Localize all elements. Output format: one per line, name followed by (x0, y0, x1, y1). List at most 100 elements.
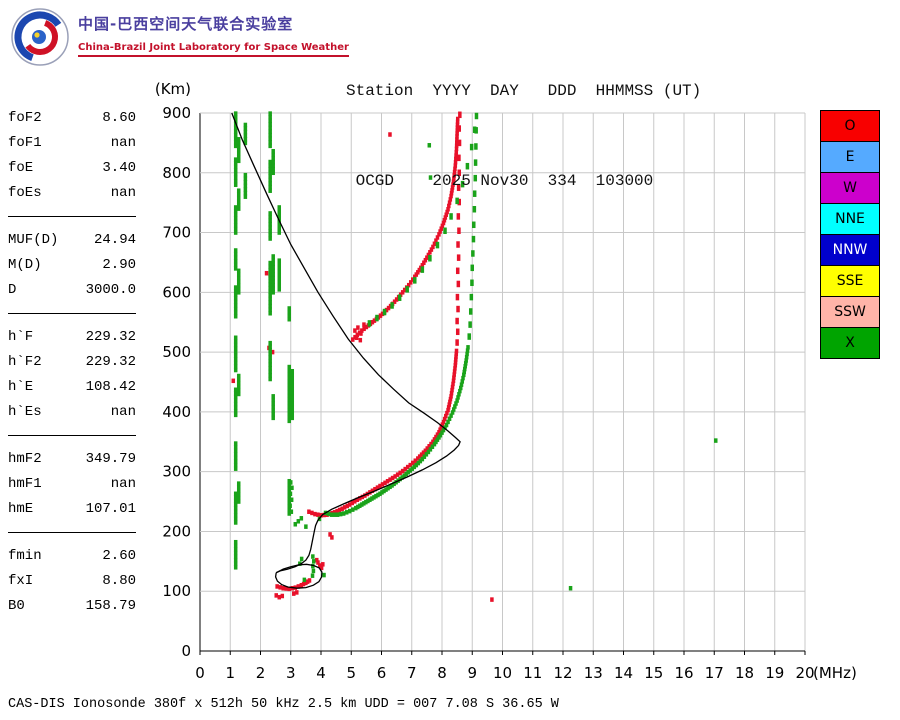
parameter-label: fmin (8, 548, 42, 564)
x-tick-label: 6 (377, 664, 387, 682)
x-tick-label: 12 (553, 664, 572, 682)
parameter-group: foF2 8.60 foF1 nan foE 3.40 foEs nan (8, 106, 136, 217)
x-tick-label: 15 (644, 664, 663, 682)
x-tick-label: 14 (614, 664, 633, 682)
parameter-row: hmF1 nan (8, 472, 136, 497)
y-tick-label: 900 (162, 104, 191, 122)
x-tick-label: 19 (765, 664, 784, 682)
lab-title-block: 中国-巴西空间天气联合实验室 China-Brazil Joint Labora… (78, 13, 349, 57)
parameter-label: M(D) (8, 257, 42, 273)
parameter-row: h`F 229.32 (8, 325, 136, 350)
x-tick-label: 8 (437, 664, 447, 682)
parameter-label: foE (8, 160, 34, 176)
parameter-value: 349.79 (85, 451, 136, 467)
legend-item-o: O (820, 110, 880, 142)
station-info: Station YYYY DAY DDD HHMMSS (UT) OCGD 20… (346, 16, 701, 256)
x-tick-label: 10 (493, 664, 512, 682)
x-tick-label: 20 (795, 664, 814, 682)
parameter-label: hmF1 (8, 476, 42, 492)
y-tick-label: 400 (162, 403, 191, 421)
parameter-row: fmin 2.60 (8, 544, 136, 569)
parameter-value: 3.40 (102, 160, 136, 176)
x-tick-label: 13 (584, 664, 603, 682)
parameter-value: 229.32 (85, 354, 136, 370)
y-tick-label: 600 (162, 283, 191, 301)
parameter-value: 158.79 (85, 598, 136, 614)
y-tick-label: 700 (162, 224, 191, 242)
y-tick-label: 0 (181, 642, 191, 660)
x-tick-label: 17 (705, 664, 724, 682)
parameter-row: fxI 8.80 (8, 569, 136, 594)
parameter-value: nan (110, 185, 136, 201)
x-tick-label: 7 (407, 664, 417, 682)
legend-item-w: W (820, 172, 880, 204)
lab-title-zh: 中国-巴西空间天气联合实验室 (78, 15, 294, 33)
parameter-label: D (8, 282, 17, 298)
legend-item-ssw: SSW (820, 296, 880, 328)
parameter-label: foF2 (8, 110, 42, 126)
parameter-row: hmF2 349.79 (8, 447, 136, 472)
parameter-row: h`E 108.42 (8, 375, 136, 400)
parameter-label: fxI (8, 573, 34, 589)
parameter-value: nan (110, 404, 136, 420)
parameter-group: hmF2 349.79 hmF1 nan hmE 107.01 (8, 447, 136, 533)
parameter-value: 2.60 (102, 548, 136, 564)
e-valley-outline (274, 563, 323, 589)
lab-title-en: China-Brazil Joint Laboratory for Space … (78, 42, 349, 57)
parameter-value: 8.80 (102, 573, 136, 589)
x-tick-label: 11 (523, 664, 542, 682)
station-header-row: Station YYYY DAY DDD HHMMSS (UT) (346, 82, 702, 100)
parameter-value: 8.60 (102, 110, 136, 126)
parameter-label: foF1 (8, 135, 42, 151)
parameter-group: MUF(D) 24.94 M(D) 2.90 D 3000.0 (8, 228, 136, 314)
parameter-group: fmin 2.60 fxI 8.80 B0 158.79 (8, 544, 136, 629)
legend-item-nnw: NNW (820, 234, 880, 266)
parameter-row: h`Es nan (8, 400, 136, 425)
x-tick-label: 4 (316, 664, 326, 682)
parameter-label: h`Es (8, 404, 42, 420)
legend-item-nne: NNE (820, 203, 880, 235)
parameter-panel: foF2 8.60 foF1 nan foE 3.40 foEs nan MUF(D) 24.94… (8, 106, 136, 640)
parameter-row: h`F2 229.32 (8, 350, 136, 375)
parameter-row: foE 3.40 (8, 156, 136, 181)
parameter-value: 3000.0 (85, 282, 136, 298)
x-tick-label: 9 (467, 664, 477, 682)
y-tick-label: 100 (162, 582, 191, 600)
parameter-value: 2.90 (102, 257, 136, 273)
parameter-value: 229.32 (85, 329, 136, 345)
y-tick-label: 800 (162, 164, 191, 182)
parameter-label: hmF2 (8, 451, 42, 467)
parameter-value: 108.42 (85, 379, 136, 395)
parameter-label: foEs (8, 185, 42, 201)
parameter-row: B0 158.79 (8, 594, 136, 619)
parameter-label: MUF(D) (8, 232, 59, 248)
parameter-label: B0 (8, 598, 25, 614)
x-tick-label: 3 (286, 664, 296, 682)
parameter-row: M(D) 2.90 (8, 253, 136, 278)
x-axis-unit: (MHz) (813, 664, 857, 682)
station-values-row: OCGD 2025 Nov30 334 103000 (346, 172, 654, 190)
status-line: CAS-DIS Ionosonde 380f x 512h 50 kHz 2.5… (8, 697, 559, 712)
legend-item-sse: SSE (820, 265, 880, 297)
x-tick-label: 5 (346, 664, 356, 682)
parameter-value: 107.01 (85, 501, 136, 517)
legend-item-x: X (820, 327, 880, 359)
x-tick-label: 2 (256, 664, 266, 682)
lab-logo-icon (11, 8, 69, 66)
parameter-value: nan (110, 135, 136, 151)
x-tick-label: 1 (225, 664, 235, 682)
parameter-value: nan (110, 476, 136, 492)
x-tick-label: 16 (674, 664, 693, 682)
legend-item-e: E (820, 141, 880, 173)
y-tick-label: 500 (162, 343, 191, 361)
parameter-row: MUF(D) 24.94 (8, 228, 136, 253)
parameter-group: h`F 229.32 h`F2 229.32 h`E 108.42 h`Es nan (8, 325, 136, 436)
parameter-row: foEs nan (8, 181, 136, 206)
x-tick-label: 18 (735, 664, 754, 682)
parameter-row: foF1 nan (8, 131, 136, 156)
y-axis-unit: (Km) (155, 80, 191, 98)
trace-legend: O E W NNE NNW SSE SSW X (820, 110, 880, 359)
y-tick-label: 300 (162, 463, 191, 481)
parameter-row: foF2 8.60 (8, 106, 136, 131)
